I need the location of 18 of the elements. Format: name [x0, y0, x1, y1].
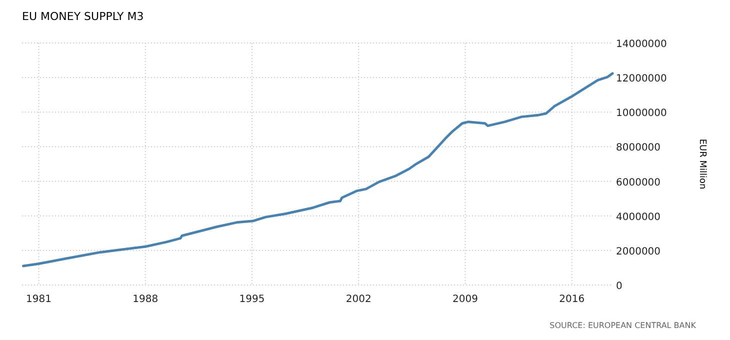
source-note: SOURCE: EUROPEAN CENTRAL BANK: [550, 321, 697, 330]
y-tick-label: 10000000: [616, 108, 667, 120]
line-series: [22, 72, 614, 268]
y-tick-label: 8000000: [616, 142, 661, 154]
y-tick-label: 4000000: [616, 212, 661, 223]
x-tick-label: 2009: [452, 294, 478, 305]
chart-title: EU MONEY SUPPLY M3: [22, 10, 144, 23]
y-tick-label: 0: [616, 281, 622, 292]
y-tick-label: 6000000: [616, 177, 661, 188]
x-tick-label: 1995: [239, 294, 265, 305]
x-tick-label: 2016: [559, 294, 585, 305]
y-tick-label: 2000000: [616, 246, 661, 258]
y-axis-title: EUR Million: [697, 138, 707, 190]
x-tick-label: 2002: [346, 294, 372, 305]
y-tick-label: 12000000: [616, 74, 667, 85]
x-tick-label: 1981: [26, 294, 52, 305]
x-tick-label: 1988: [132, 294, 158, 305]
y-tick-label: 14000000: [616, 39, 667, 50]
